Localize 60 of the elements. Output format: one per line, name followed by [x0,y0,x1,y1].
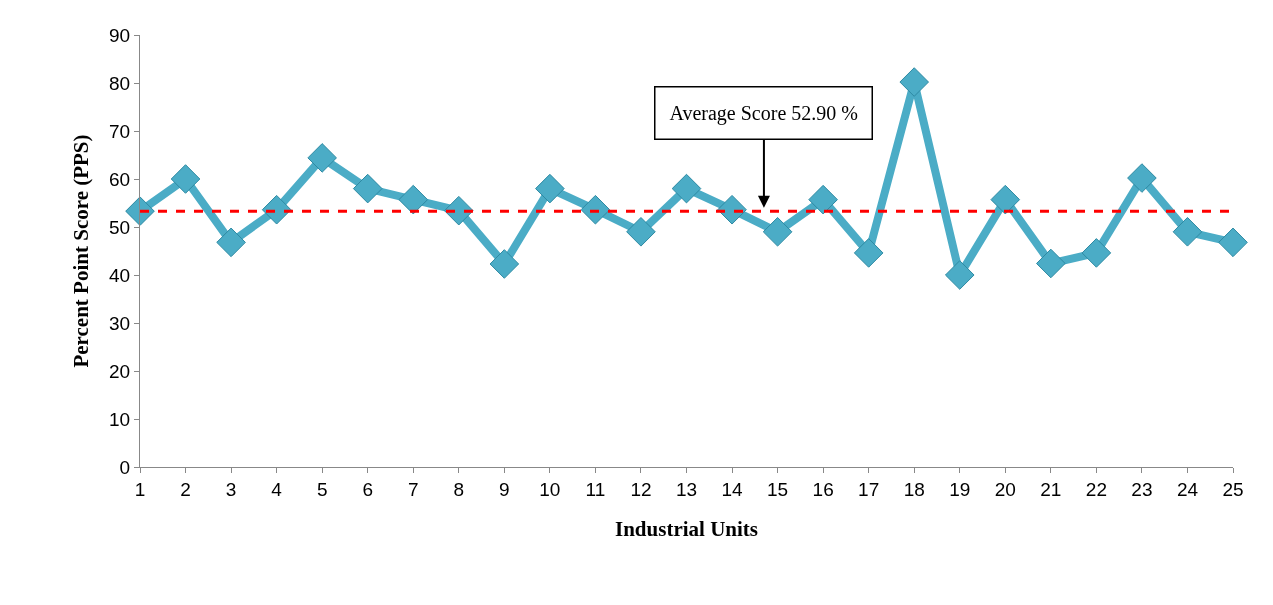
x-tick-label: 20 [994,478,1016,500]
x-tick-label: 14 [721,478,744,500]
point [261,194,292,225]
y-tick-label: 60 [109,168,131,190]
x-tick-label: 25 [1222,478,1244,500]
y-tick-label: 20 [109,360,131,382]
point [853,238,884,268]
point [990,184,1021,215]
y-axis-title: Percent Point Score (PPS) [69,134,94,368]
y-tick-label: 50 [109,216,131,238]
point [398,184,429,215]
x-tick-label: 21 [1040,478,1062,500]
point [626,217,656,247]
y-tick-label: 80 [109,72,131,94]
x-tick-label: 3 [225,478,237,500]
point [671,173,702,204]
point [535,173,565,204]
point [307,143,337,173]
x-tick-label: 1 [134,478,146,500]
x-tick-label: 24 [1176,478,1199,500]
point [762,217,793,247]
point [808,184,838,215]
x-tick-label: 17 [858,478,880,500]
y-tick-label: 0 [119,456,131,478]
x-axis-title: Industrial Units [615,517,758,541]
x-tick-label: 7 [407,478,419,500]
x-tick-label: 11 [585,478,606,500]
point [580,194,611,225]
x-tick-label: 9 [499,478,510,500]
point [352,173,383,204]
point [216,227,246,258]
point [1127,163,1157,193]
x-tick-label: 19 [949,478,971,500]
x-tick-label: 15 [767,478,789,500]
x-tick-label: 18 [903,478,925,500]
y-tick-label: 70 [109,120,131,142]
x-tick-label: 12 [630,478,652,500]
point [1081,238,1112,268]
point [170,164,201,194]
point [944,260,975,290]
y-tick-label: 30 [109,312,131,334]
x-tick-label: 13 [675,478,698,500]
point [1218,227,1248,258]
x-tick-label: 5 [316,478,328,500]
point [1172,217,1203,247]
x-tick-label: 22 [1085,478,1107,500]
point [899,67,930,97]
point [489,249,520,279]
x-tick-label: 6 [362,478,373,500]
x-tick-label: 10 [539,478,561,500]
x-tick-label: 8 [453,478,465,500]
y-tick-label: 90 [109,24,131,46]
y-tick-label: 10 [109,408,131,430]
x-tick-label: 16 [812,478,834,500]
x-tick-label: 4 [271,478,283,500]
x-tick-label: 2 [180,478,191,500]
annotation: Average Score 52.90 % [669,101,858,125]
y-tick-label: 40 [109,264,131,286]
x-tick-label: 23 [1131,478,1153,500]
point [1036,248,1066,279]
